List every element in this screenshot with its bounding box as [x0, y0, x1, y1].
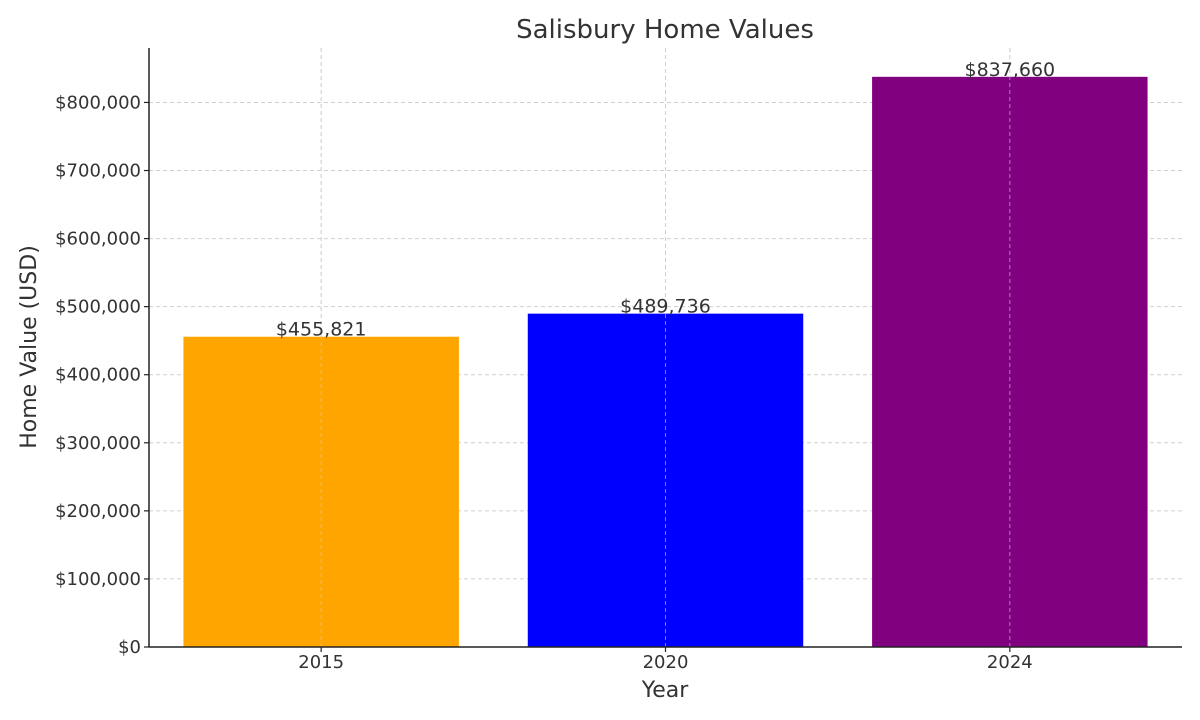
y-tick-label: $300,000	[55, 433, 141, 454]
y-tick-label: $800,000	[55, 92, 141, 113]
x-tick-label: 2024	[987, 652, 1033, 673]
y-ticks: $0 $100,000 $200,000 $300,000 $400,000 $500,0…	[55, 92, 149, 658]
bar-2020	[527, 313, 804, 647]
x-axis-label: Year	[641, 678, 690, 703]
chart-title: Salisbury Home Values	[516, 15, 814, 45]
y-tick-label: $500,000	[55, 297, 141, 318]
x-tick-label: 2020	[643, 652, 689, 673]
x-ticks: 2015 2020 2024	[298, 647, 1033, 673]
y-tick-label: $0	[118, 637, 141, 658]
y-tick-label: $100,000	[55, 569, 141, 590]
x-tick-label: 2015	[298, 652, 344, 673]
y-axis-label: Home Value (USD)	[17, 245, 42, 449]
data-labels: $455,821 $489,736 $837,660	[276, 59, 1055, 341]
bars	[183, 48, 1148, 647]
y-tick-label: $600,000	[55, 229, 141, 250]
y-tick-label: $400,000	[55, 365, 141, 386]
bar-value-label: $837,660	[964, 59, 1055, 81]
bar-value-label: $455,821	[276, 319, 367, 341]
y-tick-label: $700,000	[55, 161, 141, 182]
bar-value-label: $489,736	[620, 296, 711, 318]
bar-2024	[872, 76, 1148, 647]
y-tick-label: $200,000	[55, 501, 141, 522]
